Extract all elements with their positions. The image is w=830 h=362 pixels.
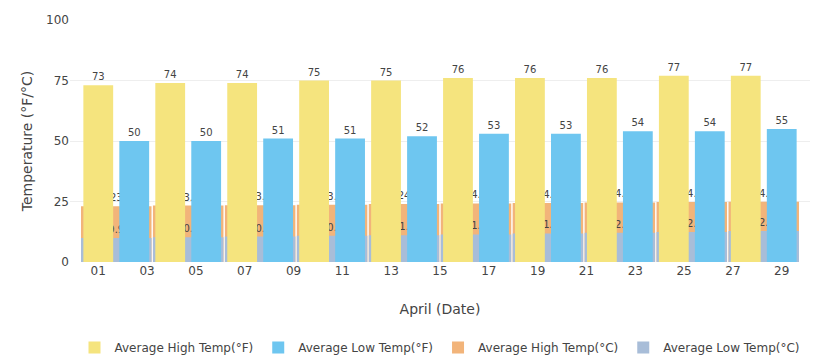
svg-text:13: 13: [384, 264, 399, 278]
svg-text:07: 07: [237, 264, 252, 278]
svg-text:April (Date): April (Date): [400, 301, 481, 317]
svg-text:24.6: 24.6: [609, 188, 631, 199]
svg-text:23: 23: [110, 192, 123, 203]
svg-text:50: 50: [54, 134, 69, 148]
svg-text:76: 76: [452, 64, 465, 75]
svg-text:77: 77: [739, 62, 752, 73]
svg-text:50: 50: [200, 127, 213, 138]
svg-text:51: 51: [272, 125, 285, 136]
svg-text:09: 09: [286, 264, 301, 278]
svg-text:100: 100: [46, 13, 69, 27]
svg-text:75: 75: [380, 67, 393, 78]
svg-text:10.2: 10.2: [177, 223, 199, 234]
svg-text:54: 54: [631, 117, 644, 128]
svg-text:55: 55: [775, 115, 788, 126]
svg-text:77: 77: [667, 62, 680, 73]
svg-text:50: 50: [128, 127, 141, 138]
svg-text:25: 25: [676, 264, 691, 278]
svg-text:23.5: 23.5: [249, 191, 271, 202]
svg-text:23: 23: [628, 264, 643, 278]
svg-text:74: 74: [236, 69, 249, 80]
svg-text:24.4: 24.4: [537, 189, 559, 200]
svg-text:73: 73: [92, 71, 105, 82]
svg-text:Average Low Temp(°C): Average Low Temp(°C): [663, 341, 799, 355]
svg-text:11.4: 11.4: [465, 220, 487, 231]
svg-text:54: 54: [703, 117, 716, 128]
svg-text:10.5: 10.5: [249, 223, 271, 234]
svg-text:24.2: 24.2: [465, 189, 487, 200]
svg-text:75: 75: [54, 74, 69, 88]
svg-text:74: 74: [164, 69, 177, 80]
svg-text:15: 15: [432, 264, 447, 278]
svg-text:53: 53: [560, 120, 573, 131]
svg-text:53: 53: [488, 120, 501, 131]
svg-text:76: 76: [596, 64, 609, 75]
svg-text:24: 24: [398, 190, 411, 201]
svg-text:9.9: 9.9: [108, 224, 124, 235]
svg-text:12.8: 12.8: [753, 217, 775, 228]
svg-text:11.8: 11.8: [537, 219, 559, 230]
svg-text:10.8: 10.8: [321, 222, 343, 233]
svg-text:12.1: 12.1: [609, 219, 631, 230]
svg-text:51: 51: [344, 125, 357, 136]
svg-text:Average High Temp(°F): Average High Temp(°F): [115, 341, 254, 355]
svg-text:21: 21: [579, 264, 594, 278]
svg-text:29: 29: [774, 264, 789, 278]
svg-text:27: 27: [725, 264, 740, 278]
svg-text:05: 05: [188, 264, 203, 278]
svg-text:12.4: 12.4: [681, 218, 703, 229]
svg-text:11: 11: [335, 264, 350, 278]
svg-text:0: 0: [61, 255, 69, 269]
svg-text:76: 76: [524, 64, 537, 75]
svg-text:24.8: 24.8: [681, 188, 703, 199]
svg-text:17: 17: [481, 264, 496, 278]
svg-text:19: 19: [530, 264, 545, 278]
svg-text:75: 75: [308, 67, 321, 78]
svg-text:25: 25: [54, 195, 69, 209]
svg-text:Average Low Temp(°F): Average Low Temp(°F): [298, 341, 433, 355]
svg-text:03: 03: [139, 264, 154, 278]
svg-text:Temperature (°F/°C): Temperature (°F/°C): [19, 71, 35, 213]
svg-text:23.3: 23.3: [177, 192, 199, 203]
svg-text:Average High Temp(°C): Average High Temp(°C): [478, 341, 618, 355]
svg-text:01: 01: [91, 264, 106, 278]
svg-text:23.7: 23.7: [321, 191, 343, 202]
svg-text:11.1: 11.1: [393, 221, 415, 232]
svg-text:24.9: 24.9: [753, 188, 775, 199]
svg-text:52: 52: [416, 122, 429, 133]
